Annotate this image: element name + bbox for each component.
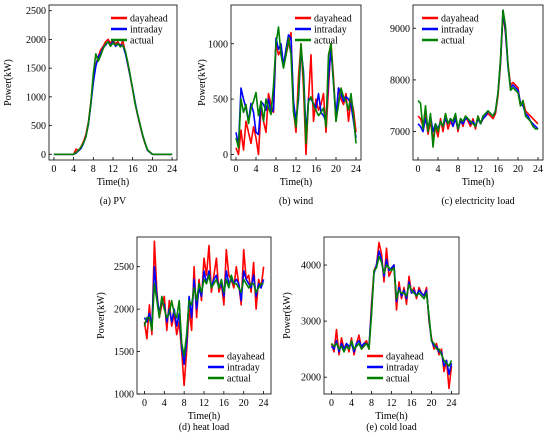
y-tick-label: 0	[41, 150, 46, 161]
y-tick-label: 9000	[390, 24, 410, 35]
x-tick-label: 8	[274, 164, 279, 175]
y-tick-label: 1000	[114, 390, 134, 401]
x-tick-label: 12	[199, 398, 209, 409]
series-line-intraday	[53, 40, 173, 156]
x-tick-label: 24	[447, 398, 457, 409]
series-line-intraday	[143, 265, 265, 366]
x-axis-label: Time(h)	[188, 411, 220, 422]
panel-caption: (d) heat load	[179, 422, 230, 433]
y-tick-label: 2000	[26, 35, 46, 46]
legend-label-actual: actual	[130, 36, 154, 47]
x-tick-label: 0	[142, 398, 147, 409]
legend-label-actual: actual	[314, 36, 338, 47]
legend-label-dayahead: dayahead	[386, 352, 424, 363]
panel-cold-load: 0 4 8 12 16 20 24 2000 3000 4000 Time(h) Power(kW) (…	[282, 236, 460, 433]
x-tick-label: 16	[407, 398, 417, 409]
x-tick-label: 16	[311, 164, 321, 175]
x-tick-label: 0	[234, 164, 239, 175]
x-tick-label: 20	[427, 398, 437, 409]
x-axis-label: Time(h)	[97, 177, 129, 188]
x-tick-label: 24	[533, 164, 543, 175]
x-tick-label: 8	[456, 164, 461, 175]
y-tick-label: 2500	[114, 262, 134, 273]
x-tick-label: 8	[91, 164, 96, 175]
y-axis-label: Power(kW)	[3, 59, 14, 106]
y-tick-label: 1500	[114, 347, 134, 358]
panel-caption: (c) electricity load	[441, 196, 514, 207]
panel-wind: 0 4 8 12 16 20 24 0 500 1000 Time(h) Power(kW) (b) w…	[197, 4, 362, 207]
y-tick-label: 2000	[301, 373, 321, 384]
legend-label-dayahead: dayahead	[441, 14, 479, 25]
legend-label-dayahead: dayahead	[314, 14, 352, 25]
y-tick-label: 4000	[301, 261, 321, 272]
legend-label-actual: actual	[441, 36, 465, 47]
panel-electricity-load: 0 4 8 12 16 20 24 7000 8000 9000 Time(h) (c) electr…	[390, 4, 544, 207]
x-tick-label: 24	[259, 398, 269, 409]
x-tick-label: 16	[219, 398, 229, 409]
legend-label-dayahead: dayahead	[130, 14, 168, 25]
y-tick-label: 7000	[390, 127, 410, 138]
y-tick-label: 2000	[114, 305, 134, 316]
legend-label-intraday: intraday	[130, 25, 163, 36]
panel-heat-load: 0 4 8 12 16 20 24 1000 1500 2000 2500 Time(h) Power(…	[96, 236, 272, 433]
x-tick-label: 20	[239, 398, 249, 409]
x-tick-label: 0	[416, 164, 421, 175]
legend-label-actual: actual	[386, 374, 410, 385]
y-tick-label: 0	[223, 150, 228, 161]
panel-caption: (b) wind	[279, 196, 313, 207]
legend-label-dayahead: dayahead	[227, 352, 265, 363]
x-tick-label: 20	[147, 164, 157, 175]
y-tick-label: 1000	[26, 92, 46, 103]
x-tick-label: 8	[182, 398, 187, 409]
series-line-actual	[417, 9, 538, 148]
series-line-actual	[53, 40, 173, 156]
series-line-actual	[235, 26, 357, 149]
y-axis-label: Power(kW)	[282, 292, 293, 339]
panel-caption: (a) PV	[100, 196, 127, 207]
x-tick-label: 4	[162, 398, 167, 409]
panel-caption: (e) cold load	[366, 422, 417, 433]
legend-label-intraday: intraday	[386, 363, 419, 374]
x-tick-label: 8	[369, 398, 374, 409]
panel-pv: 0 4 8 12 16 20 24 0 500 1000 1500 2000 2500 Time(h) Po…	[3, 4, 178, 207]
legend-label-intraday: intraday	[441, 25, 474, 36]
y-axis-label: Power(kW)	[197, 59, 208, 106]
series-line-actual	[143, 274, 264, 357]
legend-label-intraday: intraday	[227, 363, 260, 374]
x-tick-label: 12	[291, 164, 301, 175]
x-tick-label: 4	[254, 164, 259, 175]
y-tick-label: 2500	[26, 6, 46, 17]
series-line-dayahead	[143, 240, 265, 387]
x-tick-label: 20	[513, 164, 523, 175]
x-tick-label: 4	[436, 164, 441, 175]
x-tick-label: 4	[349, 398, 354, 409]
x-tick-label: 0	[51, 164, 56, 175]
series-line-actual	[330, 255, 453, 367]
y-tick-label: 1000	[208, 39, 228, 50]
y-tick-label: 1500	[26, 64, 46, 75]
x-tick-label: 16	[128, 164, 138, 175]
y-tick-label: 8000	[390, 75, 410, 86]
x-tick-label: 24	[167, 164, 177, 175]
legend-label-actual: actual	[227, 374, 251, 385]
y-tick-label: 500	[31, 121, 46, 132]
y-tick-label: 3000	[301, 317, 321, 328]
x-tick-label: 12	[387, 398, 397, 409]
y-axis-label: Power(kW)	[96, 292, 107, 339]
y-tick-label: 500	[213, 95, 228, 106]
x-tick-label: 24	[351, 164, 361, 175]
x-tick-label: 12	[108, 164, 118, 175]
x-tick-label: 0	[329, 398, 334, 409]
x-tick-label: 20	[331, 164, 341, 175]
x-axis-label: Time(h)	[280, 177, 312, 188]
x-axis-label: Time(h)	[462, 177, 494, 188]
x-tick-label: 4	[71, 164, 76, 175]
x-axis-label: Time(h)	[375, 411, 407, 422]
legend-label-intraday: intraday	[314, 25, 347, 36]
x-tick-label: 16	[493, 164, 503, 175]
x-tick-label: 12	[473, 164, 483, 175]
series-line-dayahead	[53, 38, 173, 156]
